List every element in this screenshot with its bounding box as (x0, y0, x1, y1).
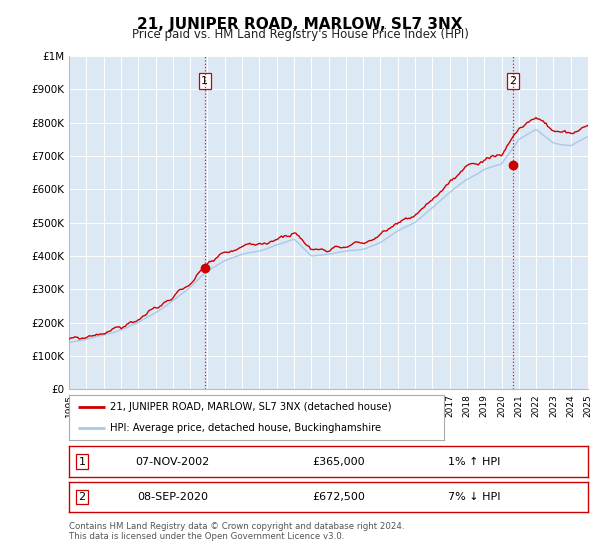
Text: 08-SEP-2020: 08-SEP-2020 (137, 492, 208, 502)
Text: 21, JUNIPER ROAD, MARLOW, SL7 3NX (detached house): 21, JUNIPER ROAD, MARLOW, SL7 3NX (detac… (110, 402, 392, 412)
Text: Price paid vs. HM Land Registry's House Price Index (HPI): Price paid vs. HM Land Registry's House … (131, 28, 469, 41)
Text: £672,500: £672,500 (313, 492, 365, 502)
Text: 2: 2 (509, 76, 517, 86)
Text: This data is licensed under the Open Government Licence v3.0.: This data is licensed under the Open Gov… (69, 532, 344, 541)
Text: 1: 1 (79, 457, 85, 466)
Text: 2: 2 (79, 492, 86, 502)
Text: Contains HM Land Registry data © Crown copyright and database right 2024.: Contains HM Land Registry data © Crown c… (69, 522, 404, 531)
Text: HPI: Average price, detached house, Buckinghamshire: HPI: Average price, detached house, Buck… (110, 423, 382, 433)
Text: 1% ↑ HPI: 1% ↑ HPI (448, 457, 500, 466)
Text: 07-NOV-2002: 07-NOV-2002 (136, 457, 210, 466)
Text: 1: 1 (202, 76, 208, 86)
Text: 21, JUNIPER ROAD, MARLOW, SL7 3NX: 21, JUNIPER ROAD, MARLOW, SL7 3NX (137, 17, 463, 32)
Text: £365,000: £365,000 (313, 457, 365, 466)
Text: 7% ↓ HPI: 7% ↓ HPI (448, 492, 500, 502)
